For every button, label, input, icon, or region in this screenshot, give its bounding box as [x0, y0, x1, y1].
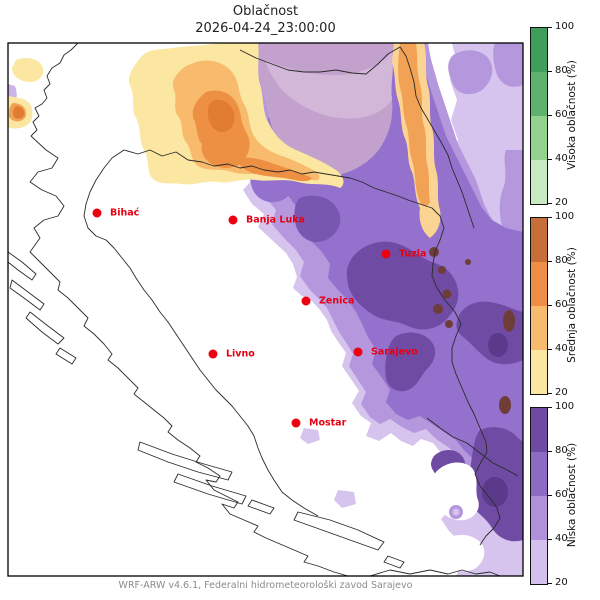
title-timestamp: 2026-04-24_23:00:00	[195, 20, 336, 36]
colorbar-tick-label: 100	[555, 401, 575, 412]
colorbar-tick-mark	[548, 71, 552, 72]
city-label: Sarajevo	[371, 346, 418, 358]
city-marker-mostar: Mostar	[291, 417, 347, 429]
colorbar-tick-label: 40	[555, 153, 568, 164]
colorbar-mid-cloud-bar	[530, 217, 548, 395]
figure-title: Oblačnost 2026-04-24_23:00:00	[8, 4, 523, 38]
colorbar-tick-label: 100	[555, 211, 575, 222]
colorbar-tick-mark	[548, 261, 552, 262]
city-label: Banja Luka	[246, 214, 305, 226]
colorbar-tick-mark	[548, 349, 552, 350]
colorbar-tick-label: 60	[555, 299, 568, 310]
mid-cloud-contours	[8, 43, 515, 414]
city-dot	[301, 296, 311, 306]
colorbar-low-cloud-bar	[530, 407, 548, 585]
colorbar-tick-label: 60	[555, 489, 568, 500]
city-marker-banja-luka: Banja Luka	[228, 214, 305, 226]
city-label: Mostar	[309, 417, 347, 429]
city-marker-zenica: Zenica	[301, 295, 355, 307]
city-dot	[228, 215, 238, 225]
colorbar-tick-mark	[548, 451, 552, 452]
colorbar-mid-cloud: Srednja oblačnost (%) 100 80 60 40 20	[530, 212, 600, 398]
colorbar-tick-label: 80	[555, 65, 568, 76]
colorbar-tick-label: 20	[555, 577, 568, 588]
colorbar-tick-mark	[548, 27, 552, 28]
country-borders	[83, 46, 519, 546]
colorbar-tick-label: 20	[555, 387, 568, 398]
colorbar-tick-mark	[548, 393, 552, 394]
city-dot	[381, 249, 391, 259]
map-frame	[7, 42, 524, 577]
colorbar-tick-label: 80	[555, 255, 568, 266]
model-attribution: WRF-ARW v4.6.1, Federalni hidrometeorolo…	[118, 580, 413, 591]
city-dot	[208, 349, 218, 359]
city-dot	[92, 208, 102, 218]
city-marker-livno: Livno	[208, 348, 255, 360]
colorbar-segment	[531, 160, 547, 204]
colorbar-tick-label: 60	[555, 109, 568, 120]
colorbar-tick-mark	[548, 407, 552, 408]
city-dot	[291, 418, 301, 428]
colorbar-tick-mark	[548, 203, 552, 204]
colorbar-low-cloud: Niska oblačnost (%) 100 80 60 40 20	[530, 402, 600, 588]
city-marker-tuzla: Tuzla	[381, 248, 427, 260]
colorbar-segment	[531, 306, 547, 350]
colorbar-high-cloud: Visoka oblačnost (%) 100 80 60 40 20	[530, 22, 600, 208]
colorbar-segment	[531, 496, 547, 540]
city-label: Zenica	[319, 295, 355, 307]
city-marker-sarajevo: Sarajevo	[353, 346, 418, 358]
colorbar-tick-label: 80	[555, 445, 568, 456]
colorbar-tick-mark	[548, 539, 552, 540]
city-marker-biha-: Bihać	[92, 207, 140, 219]
colorbar-segment	[531, 408, 547, 452]
city-label: Livno	[226, 348, 255, 360]
colorbar-high-cloud-bar	[530, 27, 548, 205]
colorbar-tick-mark	[548, 159, 552, 160]
city-label: Tuzla	[399, 248, 427, 260]
colorbar-tick-mark	[548, 495, 552, 496]
colorbar-segment	[531, 452, 547, 496]
title-variable: Oblačnost	[232, 4, 299, 19]
colorbar-segment	[531, 72, 547, 116]
city-label: Bihać	[110, 207, 140, 219]
colorbar-segment	[531, 350, 547, 394]
colorbar-segment	[531, 262, 547, 306]
colorbar-segment	[531, 116, 547, 160]
colorbar-tick-mark	[548, 305, 552, 306]
colorbar-tick-label: 40	[555, 533, 568, 544]
colorbar-segment	[531, 28, 547, 72]
colorbar-tick-label: 20	[555, 197, 568, 208]
colorbar-tick-mark	[548, 115, 552, 116]
colorbar-segment	[531, 540, 547, 584]
colorbar-tick-mark	[548, 217, 552, 218]
colorbar-tick-label: 100	[555, 21, 575, 32]
colorbar-tick-label: 40	[555, 343, 568, 354]
city-dot	[353, 347, 363, 357]
colorbar-segment	[531, 218, 547, 262]
colorbar-tick-mark	[548, 583, 552, 584]
coastline	[8, 43, 501, 576]
